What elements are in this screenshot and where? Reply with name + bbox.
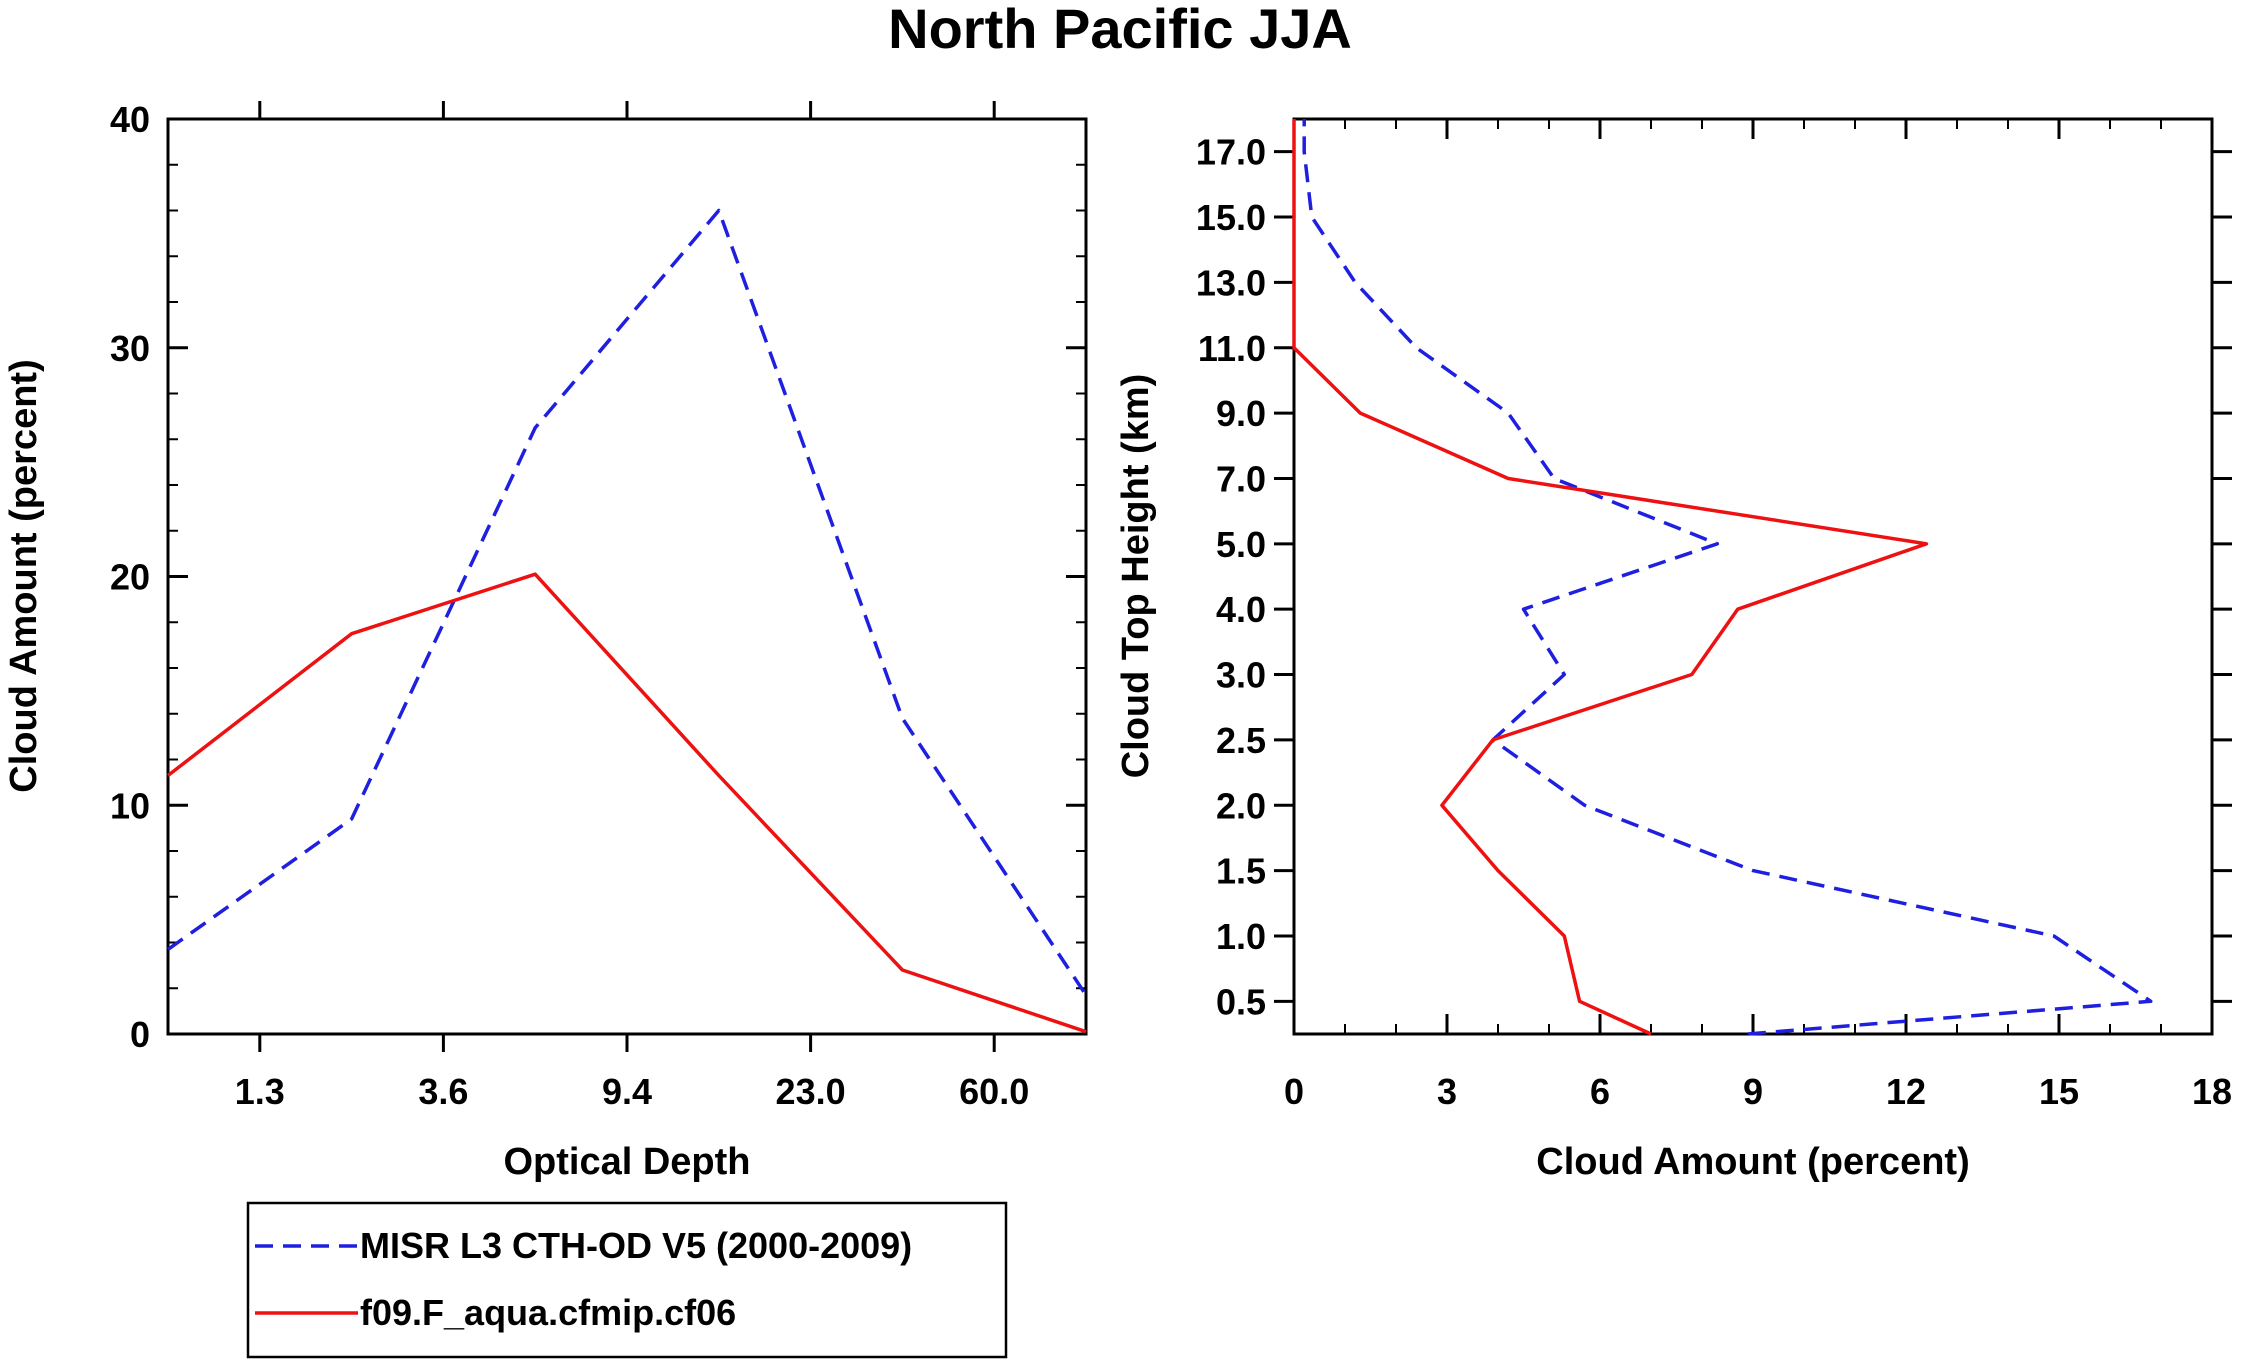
left-y-tick-label: 40 [110,99,150,140]
left-x-tick-label: 23.0 [776,1071,846,1112]
right-x-tick-label: 0 [1284,1071,1304,1112]
right-series [1292,119,2153,1036]
left-x-tick-label: 3.6 [418,1071,468,1112]
legend-label-model: f09.F_aqua.cfmip.cf06 [360,1292,736,1333]
legend: MISR L3 CTH-OD V5 (2000-2009) f09.F_aqua… [246,1201,1008,1359]
legend-label-misr: MISR L3 CTH-OD V5 (2000-2009) [360,1225,912,1266]
right-plot-frame [1292,117,2214,1036]
right-y-tick-label: 1.5 [1216,851,1266,892]
left-plot: 0 10 20 30 40 1.3 3.6 9.4 23.0 60.0 Optical Depth… [3,99,1088,1183]
left-series [166,208,1088,1034]
right-x-tick-label: 15 [2039,1071,2079,1112]
right-y-tick-label: 13.0 [1196,262,1266,303]
left-y-tick-label: 10 [110,785,150,826]
right-y-tick-label: 11.0 [1198,328,1266,369]
left-x-tick-label: 60.0 [959,1071,1029,1112]
left-plot-frame [166,117,1088,1036]
left-x-tick-label: 1.3 [235,1071,285,1112]
left-series-model-line [166,572,1087,1034]
left-y-tick-label: 30 [110,328,150,369]
right-y-tick-label: 4.0 [1216,589,1266,630]
right-x-tick-label: 3 [1437,1071,1457,1112]
left-series-misr-line [166,208,1088,997]
right-y-tick-label: 3.0 [1216,655,1266,696]
right-y-tick-label: 5.0 [1216,524,1266,565]
right-y-tick-label: 7.0 [1216,458,1266,499]
left-x-axis-label: Optical Depth [503,1141,750,1183]
right-series-model-line [1292,119,1929,1036]
right-series-misr-line [1302,119,2153,1036]
right-y-tick-label: 0.5 [1216,981,1266,1022]
right-y-tick-label: 15.0 [1196,197,1266,238]
right-y-tick-label: 9.0 [1216,393,1266,434]
left-y-tick-label: 20 [110,557,150,598]
right-x-tick-label: 18 [2192,1071,2232,1112]
right-y-tick-label: 1.0 [1216,916,1266,957]
legend-box [246,1201,1008,1359]
right-y-axis-label: Cloud Top Height (km) [1115,374,1157,779]
left-y-axis-label: Cloud Amount (percent) [3,359,45,792]
right-y-tick-label: 2.0 [1216,785,1266,826]
left-axes: 0 10 20 30 40 1.3 3.6 9.4 23.0 60.0 [110,99,1086,1112]
right-x-tick-label: 9 [1743,1071,1763,1112]
right-y-tick-label: 17.0 [1196,132,1266,173]
chart-title: North Pacific JJA [888,0,1352,60]
left-y-tick-label: 0 [130,1014,150,1055]
right-y-tick-label: 2.5 [1216,720,1266,761]
right-axes: 0 3 6 9 12 15 18 0.5 1.0 1.5 2.0 2.5 3.0 4.0 5.0 7.0 9.0… [1196,119,2232,1112]
right-x-tick-label: 6 [1590,1071,1610,1112]
right-x-axis-label: Cloud Amount (percent) [1536,1141,1969,1183]
right-plot: 0 3 6 9 12 15 18 0.5 1.0 1.5 2.0 2.5 3.0 4.0 5.0 7.0 9.0… [1115,117,2232,1183]
left-x-tick-label: 9.4 [602,1071,652,1112]
right-x-tick-label: 12 [1886,1071,1926,1112]
